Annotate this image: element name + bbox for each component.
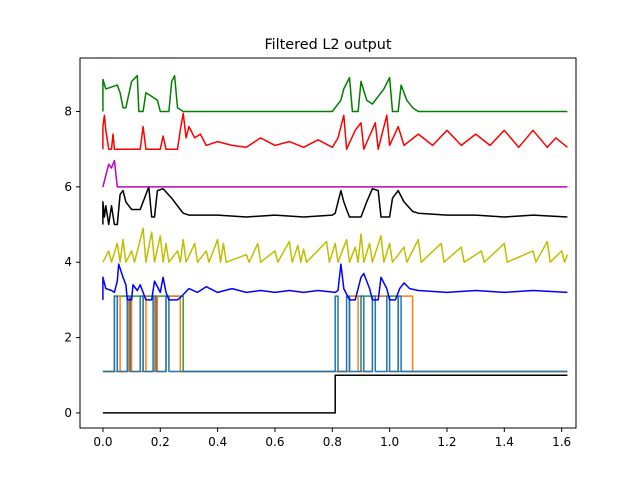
y-tick-label: 4 [64, 255, 72, 269]
series-line-6 [102, 186, 568, 226]
x-tick-label: 1.2 [437, 435, 456, 449]
series-line-5 [102, 227, 569, 263]
series-layer [102, 74, 569, 414]
y-tick-label: 6 [64, 180, 72, 194]
x-axis: 0.0 0.2 0.4 0.6 0.8 1.0 1.2 1.4 1.6 [93, 428, 571, 449]
x-tick-label: 0.2 [151, 435, 170, 449]
chart-title: Filtered L2 output [264, 37, 391, 53]
y-tick-label: 8 [64, 105, 72, 119]
x-tick-label: 0.6 [265, 435, 284, 449]
series-line-7 [102, 159, 568, 188]
x-tick-label: 1.0 [380, 435, 399, 449]
series-line-3 [102, 295, 568, 373]
x-tick-label: 1.6 [552, 435, 571, 449]
x-tick-label: 1.4 [495, 435, 514, 449]
axes-frame [79, 57, 577, 429]
series-line-8 [102, 112, 568, 150]
x-tick-label: 0.8 [323, 435, 342, 449]
y-tick-label: 0 [64, 406, 72, 420]
x-tick-label: 0.4 [208, 435, 227, 449]
x-tick-label: 0.0 [93, 435, 112, 449]
y-axis: 0 2 4 6 8 [64, 105, 80, 420]
series-line-4 [102, 263, 568, 301]
series-line-0 [102, 374, 568, 414]
y-tick-label: 2 [64, 331, 72, 345]
series-line-9 [102, 74, 568, 113]
